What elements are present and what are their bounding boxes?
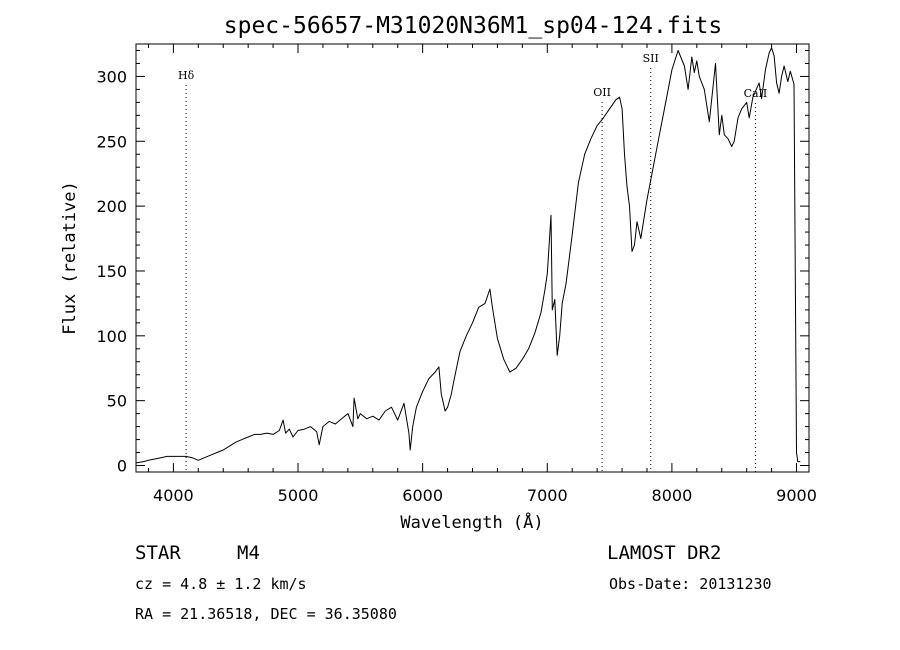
- tick-marks: [136, 44, 809, 472]
- line-marker-label: CaII: [744, 87, 768, 100]
- plot-frame: [135, 43, 810, 473]
- x-tick-label: 5000: [278, 486, 319, 505]
- x-tick-label: 6000: [402, 486, 443, 505]
- x-tick-label: 4000: [153, 486, 194, 505]
- y-tick-label: 200: [96, 197, 127, 216]
- object-type: STAR: [135, 542, 181, 564]
- y-tick-label: 50: [107, 392, 127, 411]
- chart-title: spec-56657-M31020N36M1_sp04-124.fits: [224, 13, 723, 39]
- y-tick-label: 250: [96, 132, 127, 151]
- x-axis-label: Wavelength (Å): [400, 511, 543, 533]
- y-tick-label: 100: [96, 327, 127, 346]
- coordinates: RA = 21.36518, DEC = 36.35080: [135, 605, 397, 623]
- obs-date: Obs-Date: 20131230: [609, 575, 772, 593]
- x-tick-label: 8000: [652, 486, 693, 505]
- tick-labels: 4000 5000 6000 7000 8000 9000 0 50 100 150 200 250 3…: [96, 67, 816, 505]
- x-tick-label: 9000: [776, 486, 817, 505]
- spectrum-line: [135, 47, 801, 464]
- line-marker-label: Hδ: [178, 69, 195, 82]
- spectrum-series: [135, 47, 801, 464]
- x-tick-label: 7000: [527, 486, 568, 505]
- redshift-cz: cz = 4.8 ± 1.2 km/s: [135, 575, 307, 593]
- spectral-subclass: M4: [237, 542, 260, 564]
- spectral-line-markers: Hδ OII SII CaII: [178, 52, 767, 472]
- line-marker-label: OII: [593, 86, 611, 99]
- y-axis-label: Flux (relative): [60, 181, 80, 335]
- line-marker-label: SII: [643, 52, 659, 65]
- survey-name: LAMOST DR2: [607, 542, 721, 564]
- y-tick-label: 0: [117, 457, 127, 476]
- y-tick-label: 300: [96, 67, 127, 86]
- y-tick-label: 150: [96, 262, 127, 281]
